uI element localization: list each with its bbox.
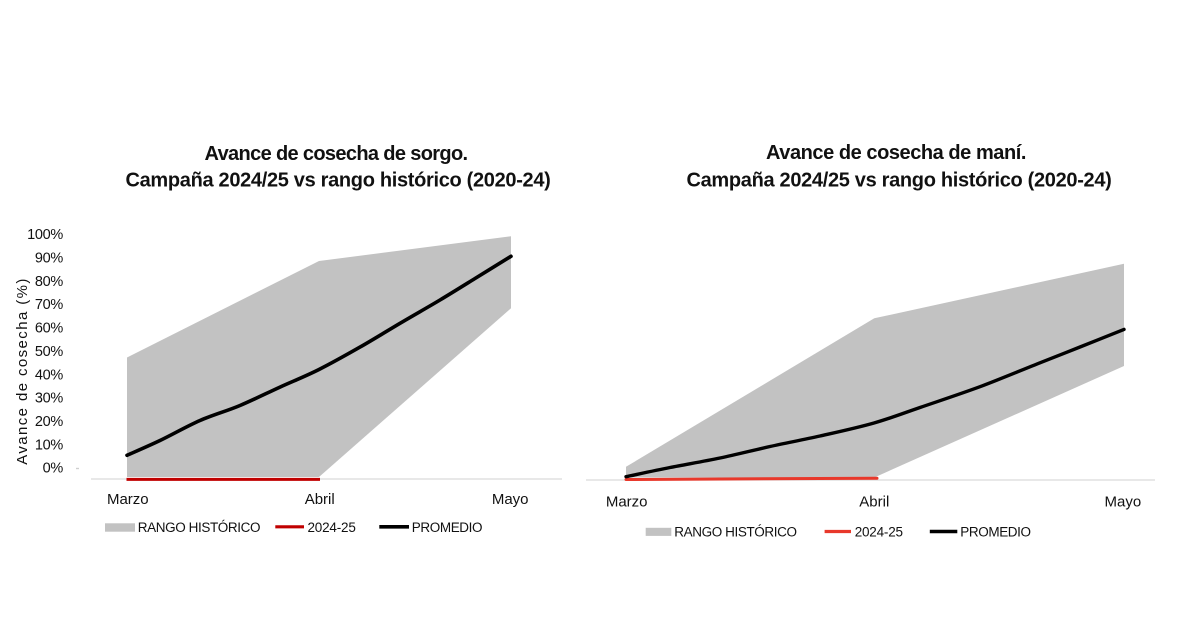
svg-text:70%: 70% <box>35 297 64 313</box>
svg-text:100%: 100% <box>27 227 63 243</box>
svg-text:Abril: Abril <box>859 493 889 510</box>
svg-text:90%: 90% <box>35 250 64 266</box>
svg-text:PROMEDIO: PROMEDIO <box>960 524 1030 539</box>
svg-text:60%: 60% <box>35 321 64 337</box>
svg-text:Avance de cosecha de sorgo.: Avance de cosecha de sorgo. <box>205 143 468 165</box>
svg-text:Marzo: Marzo <box>606 493 648 510</box>
svg-text:30%: 30% <box>35 391 64 407</box>
svg-text:20%: 20% <box>35 414 64 430</box>
svg-text:10%: 10% <box>35 437 64 453</box>
svg-text:2024-25: 2024-25 <box>855 524 903 539</box>
svg-text:50%: 50% <box>35 344 64 360</box>
svg-text:Avance de cosecha (%): Avance de cosecha (%) <box>14 277 31 465</box>
svg-text:Marzo: Marzo <box>107 491 149 508</box>
svg-text:40%: 40% <box>35 367 64 383</box>
svg-text:Abril: Abril <box>305 491 335 508</box>
svg-text:PROMEDIO: PROMEDIO <box>412 520 482 535</box>
svg-text:80%: 80% <box>35 274 64 290</box>
svg-text:Mayo: Mayo <box>1105 493 1142 510</box>
svg-text:RANGO HISTÓRICO: RANGO HISTÓRICO <box>138 520 260 535</box>
svg-text:Avance de cosecha de maní.: Avance de cosecha de maní. <box>766 142 1026 164</box>
svg-text:0%: 0% <box>43 461 64 477</box>
svg-text:RANGO HISTÓRICO: RANGO HISTÓRICO <box>674 524 796 539</box>
svg-text:2024-25: 2024-25 <box>308 520 356 535</box>
svg-text:Campaña 2024/25 vs rango histó: Campaña 2024/25 vs rango histórico (2020… <box>686 170 1111 192</box>
svg-text:Campaña 2024/25 vs rango histó: Campaña 2024/25 vs rango histórico (2020… <box>125 170 550 192</box>
svg-text:Mayo: Mayo <box>492 491 529 508</box>
